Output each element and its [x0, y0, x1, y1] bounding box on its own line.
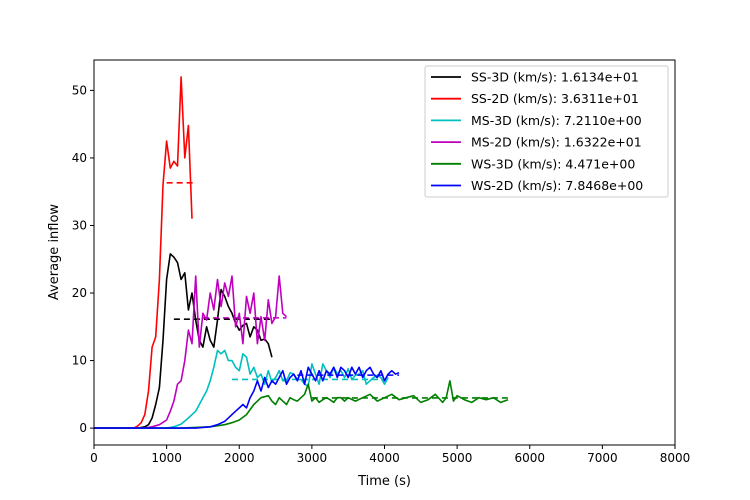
series-line-2	[94, 349, 389, 429]
x-tick-label: 7000	[587, 451, 618, 465]
series-line-3	[94, 275, 288, 429]
y-tick-label: 20	[72, 286, 87, 300]
series-line-0	[94, 253, 273, 429]
series-line-5	[94, 366, 400, 429]
series-line-4	[94, 379, 509, 429]
y-axis-ticks: 0 10 20 30 40 50	[72, 83, 94, 435]
y-tick-label: 30	[72, 218, 87, 232]
legend-label: SS-2D (km/s): 3.6311e+01	[471, 91, 639, 106]
x-axis-label: Time (s)	[357, 474, 411, 489]
legend-label: SS-3D (km/s): 1.6134e+01	[471, 70, 639, 85]
y-tick-label: 40	[72, 151, 87, 165]
x-tick-label: 0	[90, 451, 98, 465]
legend-label: MS-3D (km/s): 7.2110e+00	[471, 113, 642, 128]
legend: SS-3D (km/s): 1.6134e+01 SS-2D (km/s): 3.…	[424, 65, 669, 198]
x-tick-label: 6000	[514, 451, 545, 465]
y-axis-label: Average inflow	[47, 204, 62, 301]
x-tick-label: 4000	[369, 451, 400, 465]
y-tick-label: 50	[72, 83, 87, 97]
y-tick-label: 0	[79, 421, 87, 435]
series-layer	[94, 76, 509, 429]
legend-label: WS-2D (km/s): 7.8468e+00	[471, 178, 643, 193]
x-tick-label: 2000	[224, 451, 255, 465]
x-tick-label: 5000	[442, 451, 473, 465]
legend-label: WS-3D (km/s): 4.471e+00	[471, 156, 635, 171]
x-axis-ticks: 0 1000 2000 3000 4000 5000 6000 7000 8000	[90, 445, 690, 465]
legend-box	[424, 65, 669, 198]
x-tick-label: 1000	[151, 451, 182, 465]
y-tick-label: 10	[72, 354, 87, 368]
x-tick-label: 3000	[297, 451, 328, 465]
x-tick-label: 8000	[660, 451, 691, 465]
legend-label: MS-2D (km/s): 1.6322e+01	[471, 135, 642, 150]
series-line-1	[94, 76, 193, 429]
